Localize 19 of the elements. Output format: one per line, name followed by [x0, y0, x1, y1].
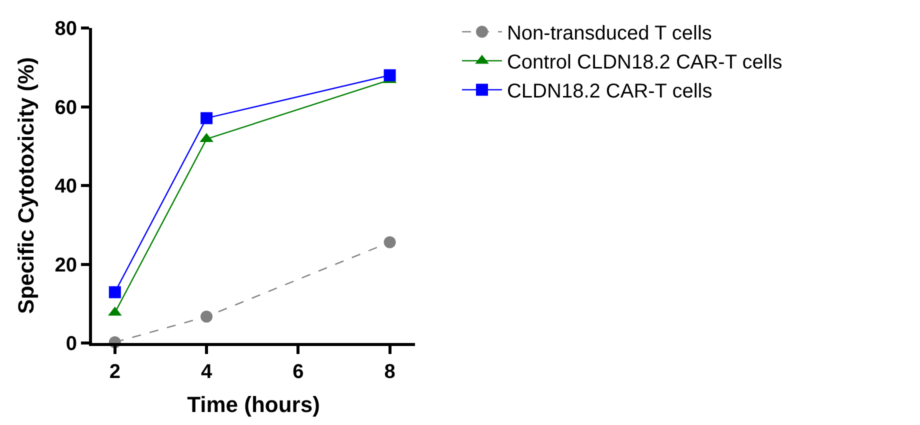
x-tick-label: 8 — [384, 361, 396, 383]
legend-label: Control CLDN18.2 CAR-T cells — [506, 52, 782, 74]
point — [108, 286, 121, 298]
y-tick-label: 40 — [54, 176, 77, 198]
legend-label: Non-transduced T cells — [506, 22, 712, 45]
x-tick-label: 4 — [200, 361, 213, 383]
point — [384, 69, 396, 82]
x-axis-title: Time (hours) — [187, 392, 320, 417]
y-tick-label: 0 — [66, 333, 77, 355]
y-axis-title: Specific Cytotoxicity (%) — [14, 57, 39, 314]
point — [200, 112, 213, 124]
y-tick-label: 80 — [54, 18, 77, 40]
x-tick-label: 6 — [292, 361, 304, 383]
point — [200, 310, 213, 323]
x-tick-label: 2 — [109, 361, 120, 383]
y-tick-label: 20 — [54, 254, 77, 276]
y-tick-label: 60 — [54, 96, 77, 119]
point — [384, 236, 396, 248]
legend-label: CLDN18.2 CAR-T cells — [506, 80, 712, 103]
